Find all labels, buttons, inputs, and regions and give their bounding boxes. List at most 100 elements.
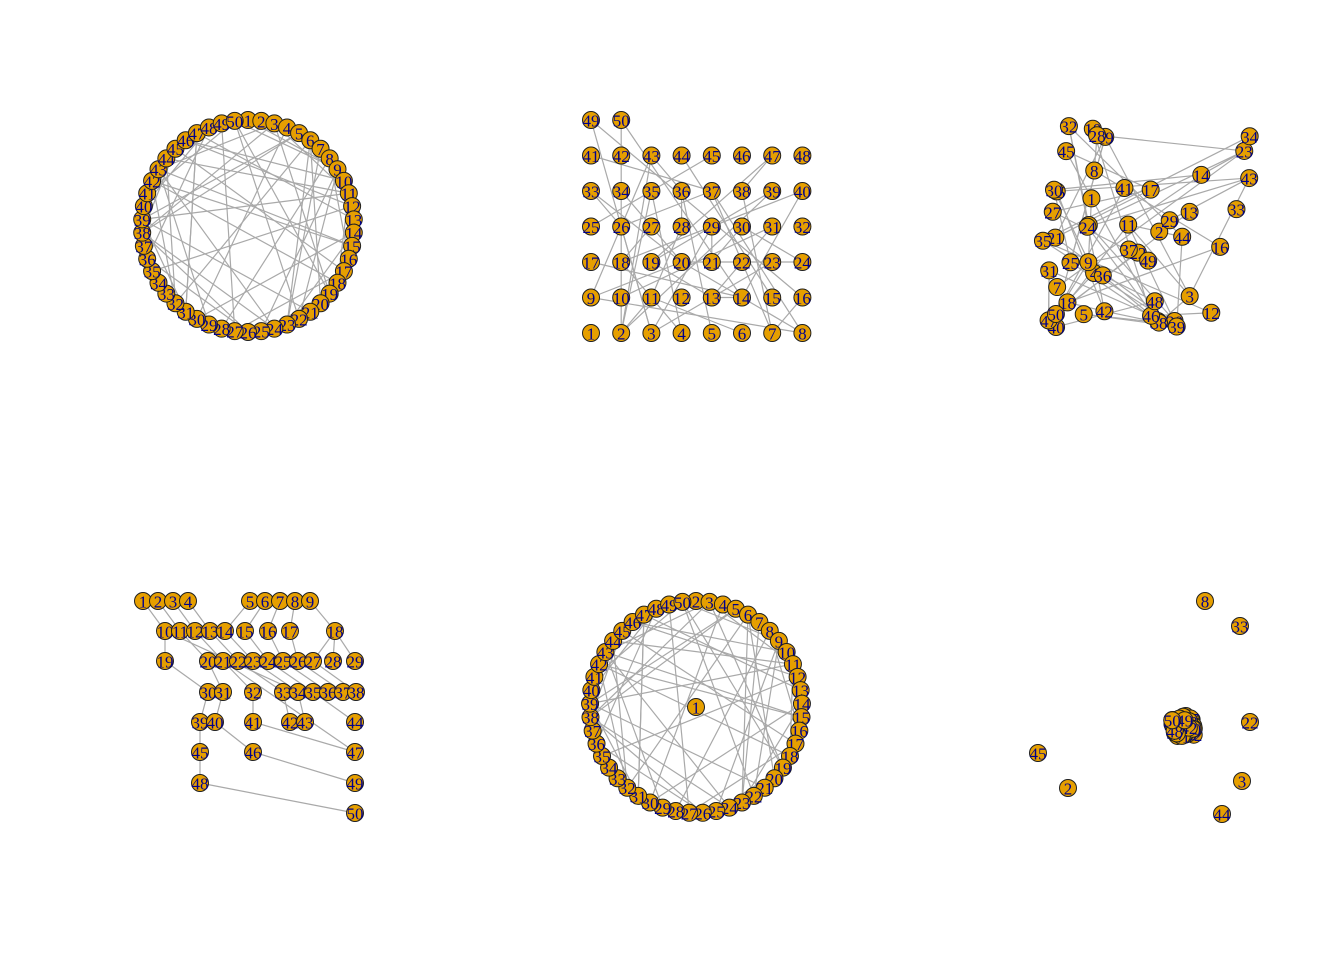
node-label-8: 8 xyxy=(1201,593,1210,612)
node-label-26: 26 xyxy=(613,218,630,237)
node-36 xyxy=(672,182,691,200)
node-21 xyxy=(702,253,721,271)
node-43 xyxy=(642,146,661,165)
node-label-15: 15 xyxy=(764,289,781,308)
edge xyxy=(286,232,355,325)
node-label-12: 12 xyxy=(1203,304,1220,323)
node-47 xyxy=(346,743,364,761)
node-label-19: 19 xyxy=(643,254,660,273)
node-10 xyxy=(612,288,631,307)
panel-star-layout: 12 3 4 5 6 7 891011121314151617181920212223242… xyxy=(581,592,811,823)
node-label-22: 22 xyxy=(734,254,751,273)
node-label-17: 17 xyxy=(1142,181,1160,200)
node-50 xyxy=(1163,711,1182,730)
edge xyxy=(590,154,712,192)
node-label-2: 2 xyxy=(1064,780,1073,799)
node-label-2: 2 xyxy=(154,593,163,612)
node-label-45: 45 xyxy=(1058,143,1075,162)
node-label-21: 21 xyxy=(215,653,232,672)
node-9 xyxy=(301,592,319,610)
edge xyxy=(589,663,794,705)
node-label-8: 8 xyxy=(765,622,774,641)
node-6 xyxy=(733,324,751,342)
edge xyxy=(1055,189,1151,239)
node-8 xyxy=(1196,592,1214,610)
edge xyxy=(741,190,773,334)
node-label-9: 9 xyxy=(587,289,596,308)
edge xyxy=(175,148,345,272)
node-label-44: 44 xyxy=(1174,228,1192,247)
edge xyxy=(747,614,776,779)
node-label-3: 3 xyxy=(705,593,714,612)
node-label-4: 4 xyxy=(719,596,728,615)
node-label-9: 9 xyxy=(306,593,315,612)
node-label-28: 28 xyxy=(673,218,690,237)
edge xyxy=(620,225,773,299)
node-label-26: 26 xyxy=(290,653,307,672)
node-34 xyxy=(612,182,631,200)
node-37 xyxy=(702,182,721,200)
node-label-37: 37 xyxy=(703,183,721,202)
node-label-34: 34 xyxy=(290,684,308,703)
node-4 xyxy=(672,324,691,342)
node-49 xyxy=(1139,251,1158,270)
node-44 xyxy=(346,713,364,731)
node-label-20: 20 xyxy=(200,653,217,672)
node-31 xyxy=(763,217,782,236)
edge xyxy=(1189,177,1250,297)
edge xyxy=(141,218,311,313)
node-5 xyxy=(702,324,721,342)
node-label-50: 50 xyxy=(1047,306,1064,325)
node-label-12: 12 xyxy=(187,623,204,642)
node-24 xyxy=(1078,217,1097,236)
node-label-47: 47 xyxy=(764,147,782,166)
node-label-35: 35 xyxy=(643,183,660,202)
node-label-40: 40 xyxy=(207,714,224,733)
node-20 xyxy=(672,253,691,271)
node-label-42: 42 xyxy=(282,714,299,733)
node-label-49: 49 xyxy=(1140,252,1157,271)
node-13 xyxy=(1180,202,1199,221)
node-label-27: 27 xyxy=(226,323,244,342)
edge xyxy=(753,640,780,796)
node-label-1: 1 xyxy=(587,325,596,344)
node-label-3: 3 xyxy=(1185,288,1194,307)
node-23 xyxy=(763,253,782,271)
node-40 xyxy=(793,182,812,200)
node-label-9: 9 xyxy=(1084,254,1093,273)
edge xyxy=(589,703,765,789)
node-45 xyxy=(702,146,721,165)
node-50 xyxy=(1046,305,1065,324)
node-label-2: 2 xyxy=(257,112,266,131)
edge xyxy=(1087,177,1250,228)
node-label-15: 15 xyxy=(237,623,254,642)
node-label-34: 34 xyxy=(613,183,631,202)
node-label-1: 1 xyxy=(692,699,701,718)
node-32 xyxy=(793,217,812,236)
edge xyxy=(595,608,657,744)
node-label-39: 39 xyxy=(764,183,781,202)
node-35 xyxy=(1033,231,1052,250)
node-label-18: 18 xyxy=(327,623,344,642)
edge xyxy=(196,232,355,320)
node-31 xyxy=(1040,261,1059,280)
edge xyxy=(1127,224,1178,327)
node-41 xyxy=(244,713,262,731)
node-38 xyxy=(347,683,365,701)
edge xyxy=(1065,150,1160,323)
edge xyxy=(141,232,275,330)
node-label-6: 6 xyxy=(306,132,315,151)
node-label-24: 24 xyxy=(266,320,284,339)
node-3 xyxy=(1233,772,1251,790)
node-label-43: 43 xyxy=(643,147,660,166)
node-label-45: 45 xyxy=(703,147,720,166)
node-1 xyxy=(582,324,600,342)
node-33 xyxy=(582,182,600,200)
node-label-44: 44 xyxy=(347,714,365,733)
node-label-32: 32 xyxy=(245,684,262,703)
node-27 xyxy=(1043,202,1062,221)
node-9 xyxy=(1079,253,1098,272)
edge xyxy=(632,621,787,653)
node-label-1: 1 xyxy=(244,112,253,131)
